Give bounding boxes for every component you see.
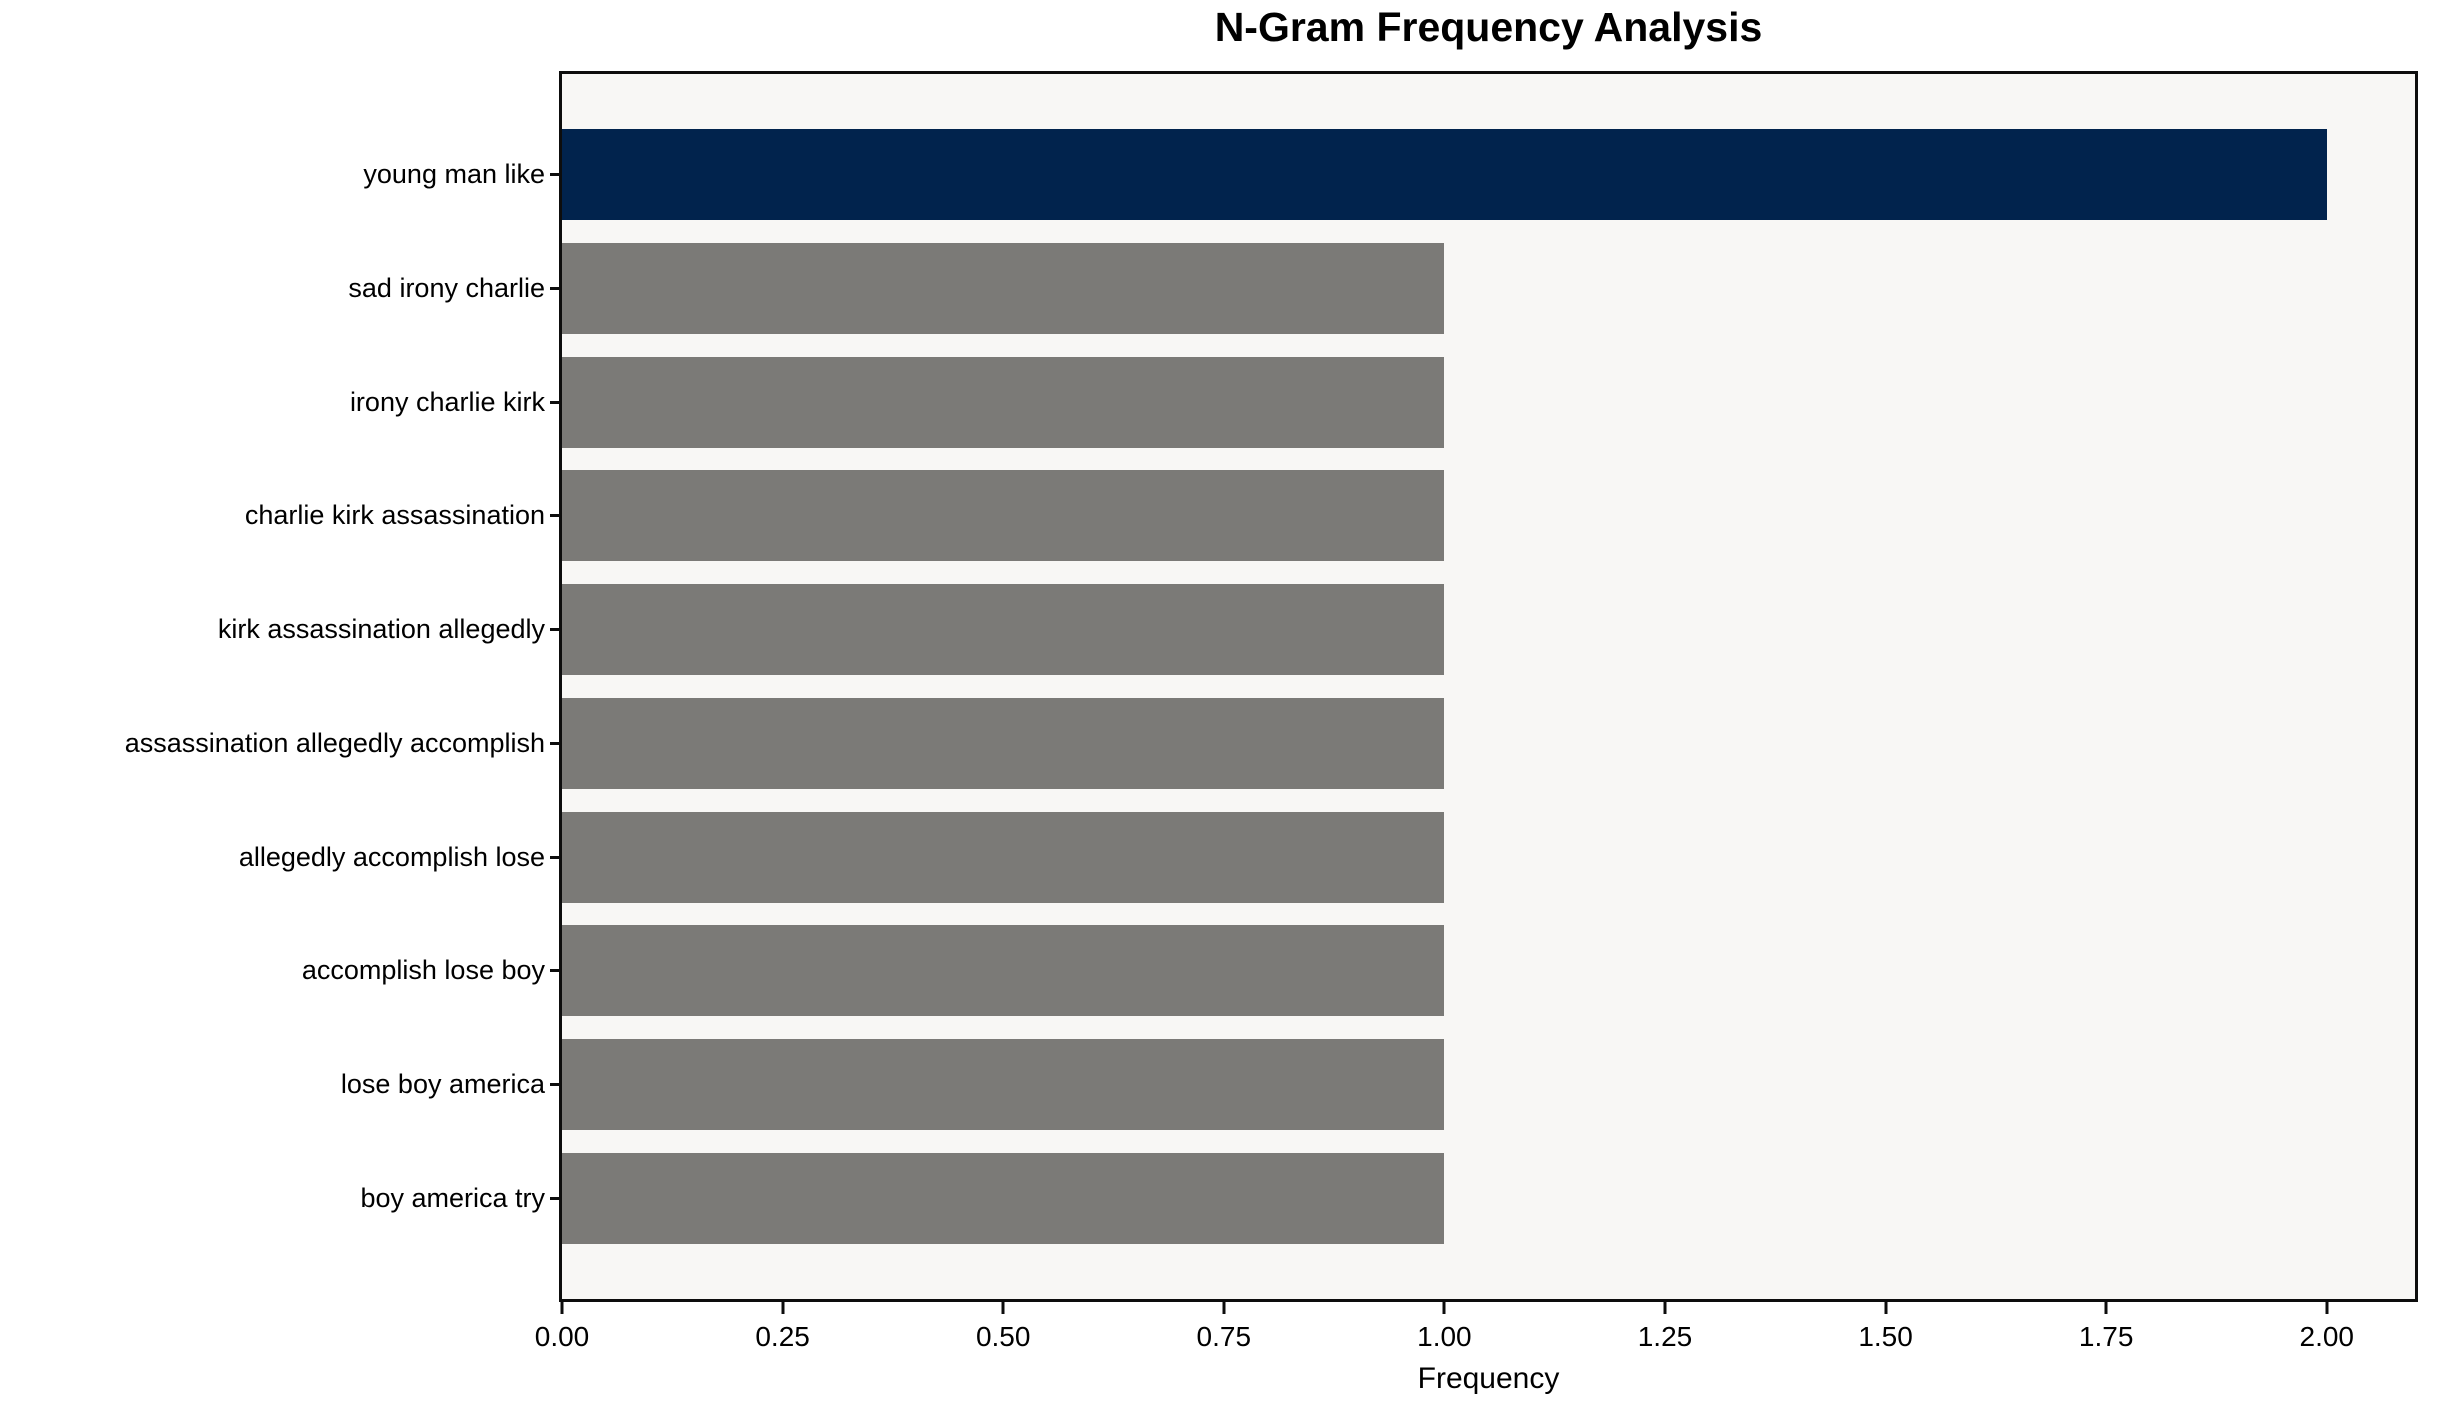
y-tick-mark <box>550 969 562 973</box>
y-tick-label: young man like <box>363 159 545 190</box>
y-tick-label-row: allegedly accomplish lose <box>0 800 545 914</box>
bars-container <box>562 74 2415 1299</box>
y-tick-label-row: lose boy america <box>0 1028 545 1142</box>
bar <box>562 129 2327 221</box>
x-tick-mark <box>1663 1302 1667 1314</box>
bar-row <box>562 232 2415 346</box>
bar-row <box>562 459 2415 573</box>
bar-row <box>562 1141 2415 1255</box>
y-tick-mark <box>550 855 562 859</box>
x-tick-mark <box>2104 1302 2108 1314</box>
chart-title: N-Gram Frequency Analysis <box>1214 4 1763 50</box>
y-tick-row <box>550 914 562 1028</box>
bar-row <box>562 345 2415 459</box>
bar <box>562 356 1445 448</box>
x-tick-mark <box>2325 1302 2329 1314</box>
y-tick-label-row: kirk assassination allegedly <box>0 573 545 687</box>
plot-area: young man like sad irony charlie irony cha… <box>125 71 2418 1352</box>
bar <box>562 1152 1445 1244</box>
bar-row <box>562 573 2415 687</box>
bar <box>562 925 1445 1017</box>
bar <box>562 584 1445 676</box>
bar-row <box>562 1028 2415 1142</box>
bar <box>562 243 1445 335</box>
bar <box>562 697 1445 789</box>
x-tick-label: 0.75 <box>1196 1321 1252 1352</box>
y-tick-label-row: accomplish lose boy <box>0 914 545 1028</box>
y-tick-label-row: assassination allegedly accomplish <box>0 687 545 801</box>
y-tick-row <box>550 573 562 687</box>
y-tick-mark <box>550 1196 562 1200</box>
y-tick-label-row: boy america try <box>0 1141 545 1255</box>
x-tick-mark <box>1001 1302 1005 1314</box>
x-tick-mark <box>1884 1302 1888 1314</box>
y-tick-label: kirk assassination allegedly <box>217 614 545 645</box>
y-tick-row <box>550 687 562 801</box>
x-tick-label: 2.00 <box>2299 1321 2355 1352</box>
y-tick-label: allegedly accomplish lose <box>238 841 545 872</box>
y-tick-mark <box>550 287 562 291</box>
x-tick-mark <box>781 1302 785 1314</box>
y-tick-label: accomplish lose boy <box>301 955 545 986</box>
y-tick-label-row: irony charlie kirk <box>0 345 545 459</box>
bar <box>562 470 1445 562</box>
y-tick-label-row: charlie kirk assassination <box>0 459 545 573</box>
bar-row <box>562 800 2415 914</box>
y-axis-ticks <box>550 74 562 1299</box>
y-tick-row <box>550 232 562 346</box>
y-tick-row <box>550 345 562 459</box>
x-tick-label: 1.25 <box>1637 1321 1693 1352</box>
y-tick-label-row: young man like <box>0 118 545 232</box>
x-tick-mark <box>1222 1302 1226 1314</box>
y-tick-label: boy america try <box>360 1182 545 1213</box>
bar <box>562 1038 1445 1130</box>
y-tick-mark <box>550 1082 562 1086</box>
x-tick-label: 1.50 <box>1858 1321 1913 1352</box>
y-tick-label: irony charlie kirk <box>349 386 545 417</box>
y-tick-row <box>550 1028 562 1142</box>
x-axis-label: Frequency <box>1417 1362 1560 1395</box>
bar-row <box>562 914 2415 1028</box>
bar <box>562 811 1445 903</box>
x-tick-label: 1.00 <box>1417 1321 1472 1352</box>
bar-row <box>562 118 2415 232</box>
x-tick-mark <box>1442 1302 1446 1314</box>
y-tick-label: charlie kirk assassination <box>244 500 545 531</box>
bar-row <box>562 687 2415 801</box>
y-tick-label-row: sad irony charlie <box>0 232 545 346</box>
x-tick-label: 0.50 <box>975 1321 1031 1352</box>
y-tick-mark <box>550 741 562 745</box>
y-tick-label: sad irony charlie <box>348 273 545 304</box>
y-tick-row <box>550 1141 562 1255</box>
x-tick-label: 1.75 <box>2078 1321 2134 1352</box>
x-tick-label: 0.25 <box>755 1321 810 1352</box>
y-tick-row <box>550 118 562 232</box>
x-tick-label: 0.00 <box>534 1321 590 1352</box>
y-tick-label: lose boy america <box>340 1068 545 1099</box>
y-tick-mark <box>550 173 562 177</box>
y-axis-labels: young man like sad irony charlie irony cha… <box>0 74 545 1299</box>
y-tick-mark <box>550 400 562 404</box>
y-tick-label: assassination allegedly accomplish <box>124 727 545 758</box>
y-tick-row <box>550 459 562 573</box>
y-tick-mark <box>550 514 562 518</box>
y-tick-row <box>550 800 562 914</box>
x-tick-mark <box>560 1302 564 1314</box>
y-tick-mark <box>550 628 562 632</box>
